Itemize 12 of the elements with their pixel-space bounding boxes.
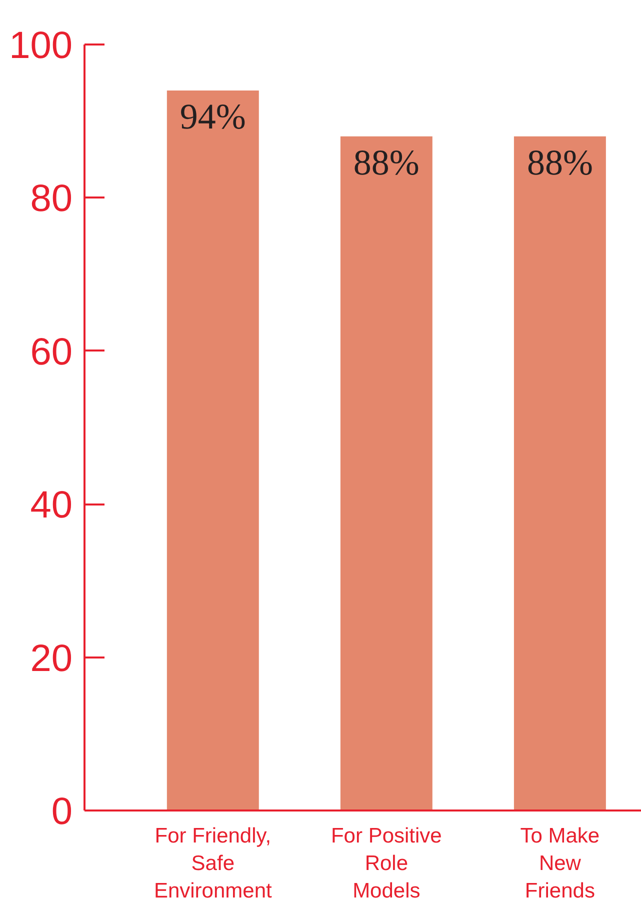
x-tick-label: For Friendly, Safe Environment bbox=[154, 824, 272, 903]
x-tick-label: To Make New Friends bbox=[520, 824, 600, 903]
y-tick-label: 40 bbox=[30, 484, 73, 527]
y-tick-label: 60 bbox=[30, 331, 73, 374]
y-tick-label: 20 bbox=[30, 638, 73, 680]
y-tick-label: 100 bbox=[9, 25, 73, 67]
y-tick-label: 80 bbox=[30, 178, 73, 220]
data-label: 88% bbox=[353, 142, 420, 182]
data-label: 94% bbox=[180, 96, 246, 136]
x-tick-label: For Positive Role Models bbox=[330, 824, 442, 903]
y-tick-label: 0 bbox=[51, 791, 73, 833]
data-label: 88% bbox=[526, 142, 593, 182]
